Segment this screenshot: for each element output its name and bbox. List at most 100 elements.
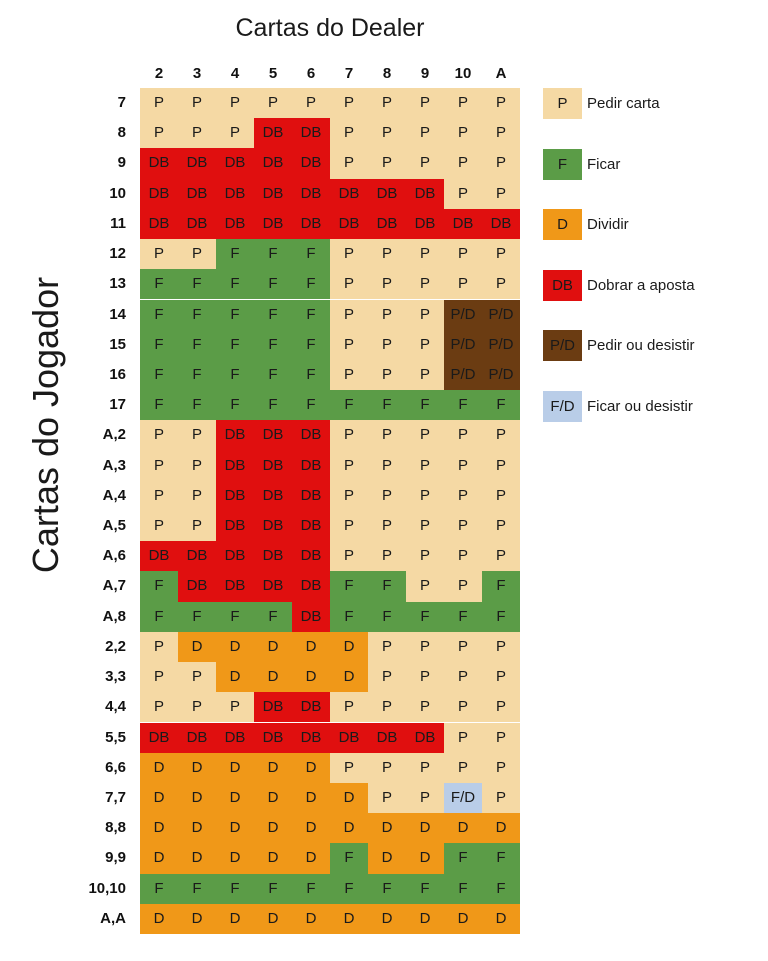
strategy-cell: P	[330, 480, 368, 511]
strategy-cell: D	[140, 843, 178, 874]
strategy-cell: F	[482, 601, 520, 632]
player-hand-header: A,7	[102, 577, 126, 595]
strategy-cell: DB	[292, 571, 330, 602]
strategy-cell: P	[406, 480, 444, 511]
strategy-cell: DB	[292, 420, 330, 451]
strategy-cell: P	[406, 329, 444, 360]
dealer-card-header: 6	[306, 65, 316, 82]
strategy-cell: P	[368, 631, 406, 663]
legend-swatch: F	[543, 148, 582, 180]
strategy-cell: P	[368, 299, 406, 330]
player-hand-header: 8,8	[105, 819, 126, 837]
strategy-cell: D	[330, 903, 368, 934]
player-hand-header: 14	[109, 305, 126, 323]
strategy-cell: D	[292, 752, 330, 783]
strategy-cell: F	[292, 239, 330, 270]
strategy-cell: D	[292, 631, 330, 663]
strategy-cell: F	[292, 873, 330, 904]
strategy-cell: F	[216, 601, 254, 632]
strategy-cell: P	[406, 148, 444, 179]
strategy-cell: P/D	[444, 299, 482, 330]
strategy-cell: D	[330, 662, 368, 693]
strategy-cell: P	[330, 269, 368, 300]
strategy-cell: P	[368, 239, 406, 270]
strategy-cell: D	[254, 752, 292, 783]
strategy-cell: D	[330, 813, 368, 844]
strategy-cell: DB	[178, 571, 216, 602]
strategy-cell: D	[292, 813, 330, 844]
strategy-cell: P	[330, 239, 368, 270]
player-hand-header: 8	[117, 124, 126, 142]
strategy-cell: P	[140, 662, 178, 693]
strategy-cell: F	[482, 571, 520, 602]
player-hand-header: 12	[109, 245, 126, 263]
strategy-cell: D	[178, 813, 216, 844]
strategy-cell: P/D	[482, 329, 520, 360]
strategy-cell: P	[406, 752, 444, 783]
strategy-cell: D	[216, 903, 254, 934]
strategy-cell: P	[406, 541, 444, 572]
strategy-cell: P	[254, 88, 292, 119]
strategy-cell: D	[216, 843, 254, 874]
player-hand-header: A,4	[102, 486, 126, 504]
strategy-cell: P	[368, 782, 406, 814]
strategy-cell: DB	[406, 208, 444, 240]
strategy-cell: P	[368, 88, 406, 119]
strategy-cell: P	[444, 148, 482, 179]
strategy-cell: DB	[216, 208, 254, 240]
strategy-cell: F	[140, 601, 178, 632]
strategy-cell: P	[330, 148, 368, 179]
strategy-cell: DB	[140, 722, 178, 753]
player-hand-header: A,5	[102, 517, 126, 534]
strategy-cell: P	[482, 692, 520, 723]
strategy-cell: DB	[216, 511, 254, 542]
strategy-cell: DB	[178, 148, 216, 179]
player-hand-header: A,3	[102, 456, 126, 474]
strategy-cell: DB	[216, 722, 254, 753]
strategy-cell: P	[444, 450, 482, 481]
dealer-card-header: 8	[382, 65, 392, 82]
dealer-card-header: 3	[192, 65, 202, 82]
strategy-cell: P	[444, 178, 482, 209]
player-axis-title: Cartas do Jogador	[25, 276, 66, 574]
strategy-cell: DB	[292, 480, 330, 511]
player-hand-header: 7,7	[105, 788, 126, 806]
strategy-cell: P	[482, 450, 520, 481]
strategy-cell: DB	[216, 178, 254, 209]
strategy-cell: D	[444, 813, 482, 844]
strategy-cell: P	[178, 662, 216, 693]
strategy-cell: D	[216, 813, 254, 844]
strategy-cell: P	[368, 420, 406, 451]
strategy-cell: DB	[216, 480, 254, 511]
strategy-cell: D	[368, 813, 406, 844]
strategy-cell: P	[178, 118, 216, 149]
strategy-cell: P	[368, 480, 406, 511]
strategy-cell: F	[292, 359, 330, 391]
strategy-cell: F/D	[444, 782, 482, 814]
player-hand-header: 6,6	[105, 758, 126, 776]
strategy-cell: P	[482, 178, 520, 209]
player-hand-header: A,2	[102, 426, 126, 444]
strategy-cell: D	[444, 903, 482, 934]
strategy-cell: P	[330, 118, 368, 149]
strategy-cell: F	[216, 329, 254, 360]
player-hand-header: 9,9	[105, 849, 126, 867]
strategy-cell: P	[368, 359, 406, 391]
strategy-cell: DB	[406, 722, 444, 753]
strategy-cell: P	[216, 88, 254, 119]
strategy-cell: DB	[216, 420, 254, 451]
strategy-cell: D	[330, 782, 368, 814]
strategy-cell: F	[330, 571, 368, 602]
strategy-cell: DB	[292, 450, 330, 481]
strategy-cell: P	[140, 239, 178, 270]
player-hand-header: 11	[110, 214, 126, 232]
strategy-cell: F	[140, 269, 178, 300]
strategy-cell: F	[178, 299, 216, 330]
strategy-cell: P	[178, 511, 216, 542]
strategy-cell: P	[482, 752, 520, 783]
strategy-cell: P	[406, 571, 444, 602]
strategy-cell: P	[482, 511, 520, 542]
strategy-cell: D	[254, 903, 292, 934]
strategy-cell: DB	[140, 541, 178, 572]
legend-label: Dividir	[587, 216, 629, 233]
